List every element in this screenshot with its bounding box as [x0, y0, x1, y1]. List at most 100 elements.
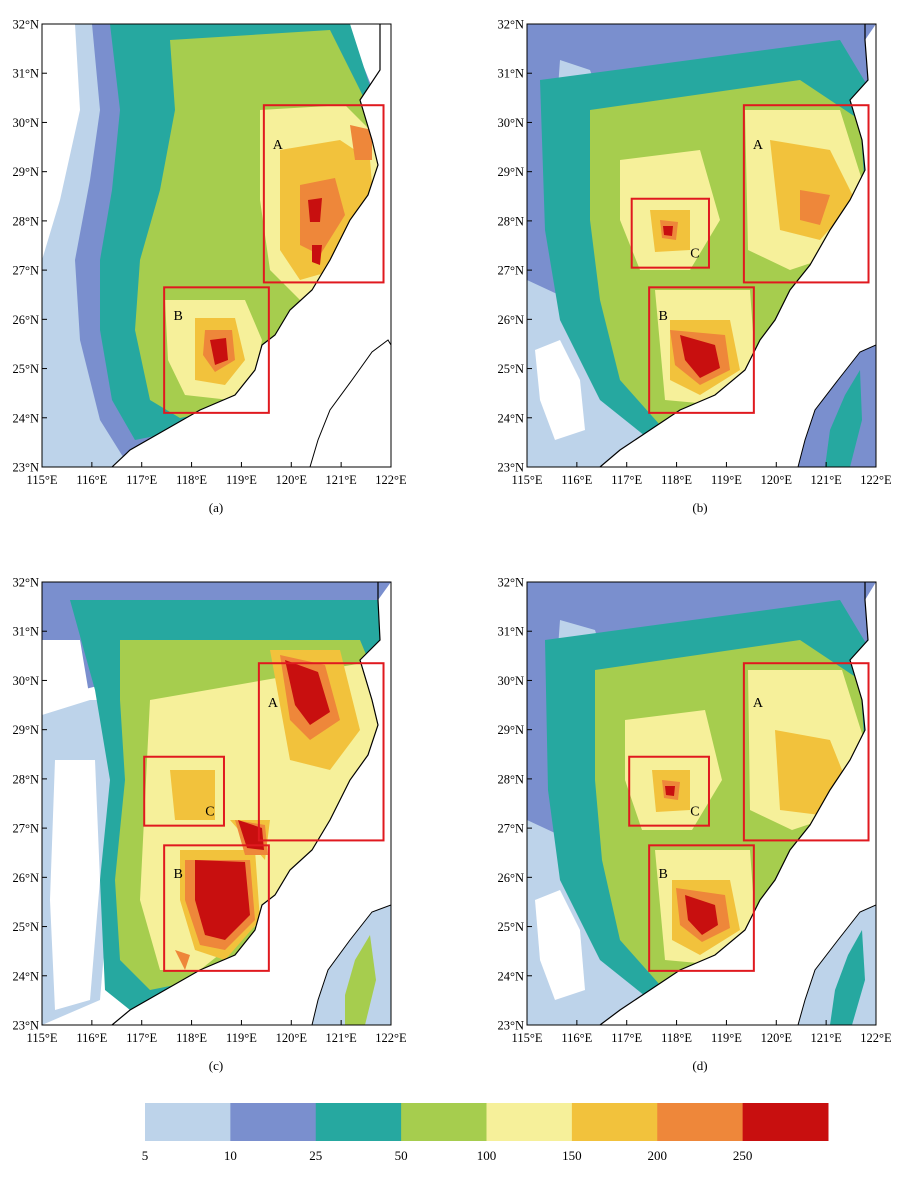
- rain-field-250mm: [663, 226, 720, 378]
- colorbar-label: 5: [142, 1148, 149, 1163]
- white-gap: [42, 640, 100, 1010]
- colorbar-label: 250: [733, 1148, 753, 1163]
- region-box-label: C: [205, 805, 214, 820]
- lon-tick-label: 122°E: [375, 473, 407, 487]
- lat-tick-label: 27°N: [12, 264, 39, 278]
- colorbar-label: 50: [395, 1148, 408, 1163]
- rain-field-200mm: [662, 780, 730, 942]
- lon-tick-label: 121°E: [810, 473, 842, 487]
- lat-tick-label: 29°N: [497, 723, 524, 737]
- colorbar-swatch: [486, 1103, 573, 1141]
- lat-tick-label: 30°N: [12, 674, 39, 688]
- map-frame: [526, 23, 877, 468]
- region-box-a: [262, 104, 385, 284]
- lon-tick-label: 118°E: [661, 473, 692, 487]
- region-box-label: B: [658, 309, 667, 324]
- lon-tick-label: 116°E: [561, 1031, 592, 1045]
- region-box-label: B: [658, 867, 667, 882]
- lon-tick-label: 120°E: [761, 473, 793, 487]
- lat-tick-label: 29°N: [497, 165, 524, 179]
- rain-field-250mm: [195, 660, 330, 940]
- map-frame: [526, 581, 877, 1026]
- lon-tick-label: 122°E: [860, 473, 892, 487]
- lat-tick-label: 28°N: [12, 214, 39, 228]
- lat-tick-label: 23°N: [12, 1019, 39, 1033]
- panel-label: (c): [209, 1058, 223, 1073]
- map-frame: [41, 581, 392, 1026]
- lat-tick-label: 24°N: [12, 969, 39, 983]
- lon-tick-label: 119°E: [226, 1031, 257, 1045]
- lon-tick-label: 117°E: [611, 473, 642, 487]
- colorbar-swatch: [657, 1103, 744, 1141]
- lat-tick-label: 23°N: [497, 461, 524, 475]
- colorbar-swatch: [315, 1103, 402, 1141]
- lat-tick-label: 26°N: [497, 871, 524, 885]
- lon-tick-label: 119°E: [711, 473, 742, 487]
- region-box-c: [143, 755, 225, 827]
- lat-tick-label: 32°N: [12, 576, 39, 590]
- taiwan-inner: [825, 370, 862, 467]
- colorbar-swatch: [401, 1103, 487, 1141]
- colorbar-label: 25: [309, 1148, 322, 1163]
- region-boxes: A B C: [143, 662, 385, 972]
- region-box-label: C: [690, 805, 699, 820]
- region-box-label: A: [273, 138, 284, 153]
- region-box-b: [648, 844, 755, 972]
- region-box-b: [648, 286, 755, 414]
- lat-tick-label: 30°N: [497, 674, 524, 688]
- colorbar-swatch: [145, 1103, 231, 1141]
- lon-ticks: 115°E 116°E 117°E 118°E 119°E 120°E 121°E 122°E: [27, 1020, 407, 1045]
- lon-tick-label: 121°E: [325, 1031, 357, 1045]
- region-boxes: A B C: [630, 104, 870, 414]
- region-box-label: B: [173, 309, 182, 324]
- panel-label: (d): [692, 1058, 707, 1073]
- lat-tick-label: 26°N: [12, 313, 39, 327]
- rain-field-250mm: [210, 198, 322, 365]
- region-box-label: B: [173, 867, 182, 882]
- panel-c: 23°N 24°N 25°N 26°N 27°N 28°N 29°N 30°N 31°N 32°N…: [12, 576, 407, 1074]
- lon-tick-label: 116°E: [76, 473, 107, 487]
- panel-label: (b): [692, 500, 707, 515]
- lon-tick-label: 117°E: [126, 473, 157, 487]
- lon-tick-label: 115°E: [27, 1031, 58, 1045]
- lat-tick-label: 24°N: [497, 411, 524, 425]
- lon-tick-label: 122°E: [860, 1031, 892, 1045]
- lat-ticks: 23°N 24°N 25°N 26°N 27°N 28°N 29°N 30°N 31°N 32°N: [497, 576, 532, 1033]
- lon-tick-label: 121°E: [325, 473, 357, 487]
- lat-ticks: 23°N 24°N 25°N 26°N 27°N 28°N 29°N 30°N 31°N 32°N: [497, 18, 532, 475]
- lat-tick-label: 24°N: [497, 969, 524, 983]
- region-box-c: [630, 197, 710, 269]
- colorbar-swatch: [230, 1103, 317, 1141]
- sea-mask: [112, 28, 391, 467]
- panel-b: 23°N 24°N 25°N 26°N 27°N 28°N 29°N 30°N 31°N 32°N…: [497, 18, 892, 516]
- taiwan-inner: [345, 935, 376, 1025]
- panel-d: 23°N 24°N 25°N 26°N 27°N 28°N 29°N 30°N 31°N 32°N…: [497, 576, 892, 1074]
- lon-tick-label: 118°E: [661, 1031, 692, 1045]
- lat-tick-label: 31°N: [12, 67, 39, 81]
- lat-tick-label: 26°N: [12, 871, 39, 885]
- lon-tick-label: 122°E: [375, 1031, 407, 1045]
- colorbar-swatch: [571, 1103, 658, 1141]
- lon-tick-label: 117°E: [611, 1031, 642, 1045]
- sea-mask: [600, 24, 876, 467]
- lat-tick-label: 25°N: [497, 920, 524, 934]
- sea-mask: [600, 582, 876, 1025]
- lon-tick-label: 117°E: [126, 1031, 157, 1045]
- coastline: [599, 582, 869, 1025]
- colorbar-label: 200: [648, 1148, 668, 1163]
- lat-tick-label: 27°N: [12, 822, 39, 836]
- rain-field-250mm: [665, 786, 718, 935]
- lat-tick-label: 31°N: [12, 625, 39, 639]
- region-boxes: AB: [163, 104, 385, 414]
- lon-tick-label: 118°E: [176, 473, 207, 487]
- panel-a: 23°N 24°N 25°N 26°N 27°N 28°N 29°N 30°N 31°N 32°N…: [12, 18, 407, 516]
- lat-tick-label: 27°N: [497, 264, 524, 278]
- lat-tick-label: 24°N: [12, 411, 39, 425]
- coastline: [111, 24, 381, 467]
- lat-tick-label: 28°N: [497, 214, 524, 228]
- lon-tick-label: 116°E: [561, 473, 592, 487]
- rain-field-200mm: [660, 190, 830, 385]
- region-box-b: [163, 844, 270, 972]
- lon-tick-label: 120°E: [761, 1031, 793, 1045]
